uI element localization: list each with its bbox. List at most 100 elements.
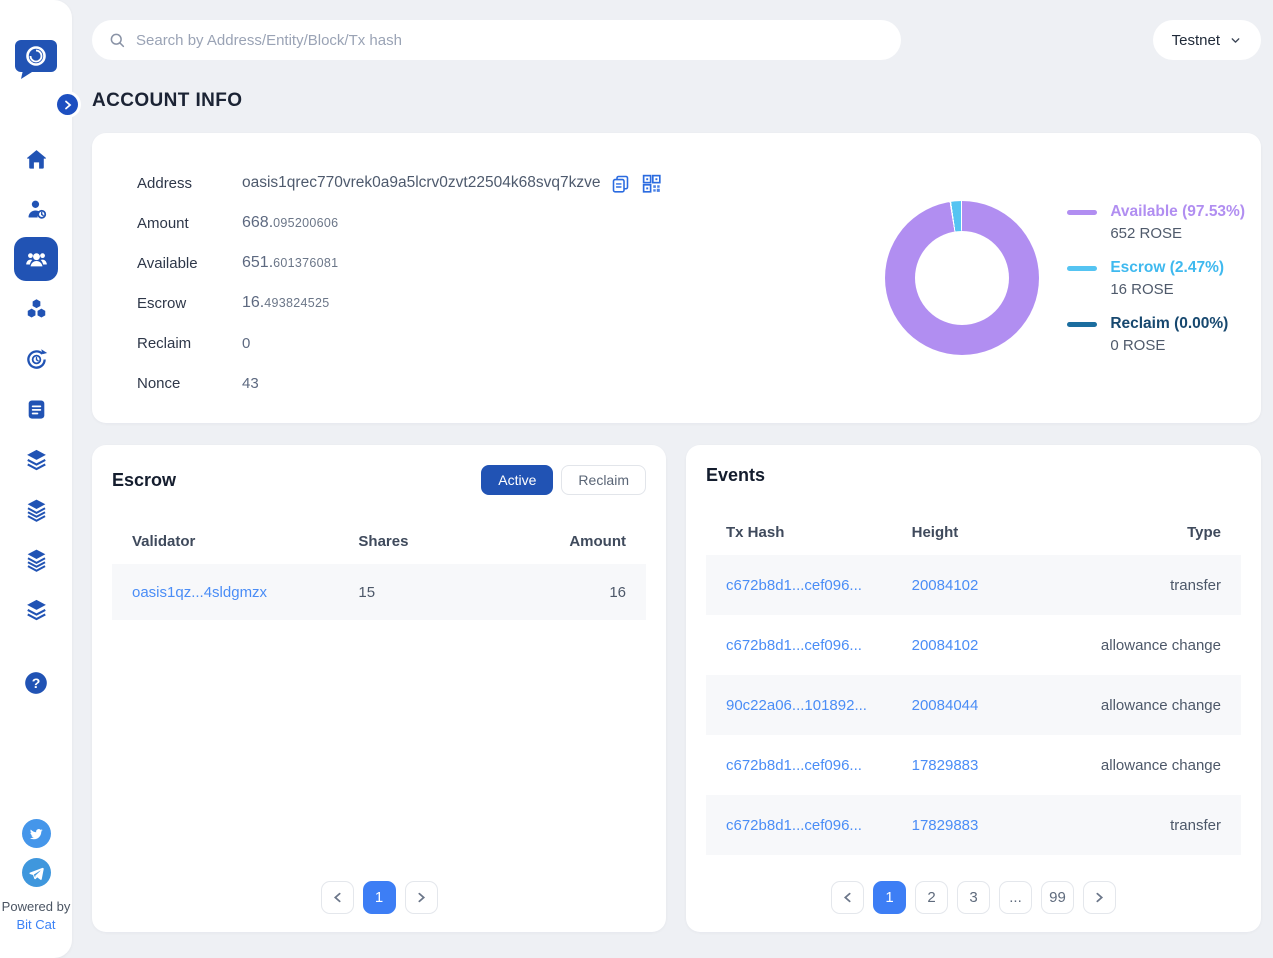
escrow-tabs: Active Reclaim (481, 465, 646, 495)
bitcat-link[interactable]: Bit Cat (16, 917, 56, 932)
tx-hash-link[interactable]: 90c22a06...101892... (726, 696, 867, 714)
sidebar-item-accounts[interactable] (14, 237, 58, 281)
sidebar-collapse-toggle[interactable] (57, 94, 78, 115)
sidebar-item-blocks[interactable] (14, 287, 58, 331)
next-page-button[interactable] (1083, 881, 1116, 914)
col-height: Height (911, 524, 959, 541)
sidebar-item-transactions[interactable] (14, 337, 58, 381)
tab-active[interactable]: Active (481, 465, 554, 495)
type-cell: allowance change (1100, 636, 1221, 654)
reclaim-row: Reclaim 0 (137, 323, 1261, 363)
amount-row: Amount 668.095200606 (137, 203, 1261, 243)
home-icon (26, 149, 46, 169)
legend-item: Escrow (2.47%) 16 ROSE (1067, 259, 1245, 298)
height-link[interactable]: 20084044 (911, 696, 979, 714)
telegram-button[interactable] (21, 858, 51, 887)
col-validator: Validator (132, 533, 196, 550)
page-button-2[interactable]: 2 (915, 881, 948, 914)
sidebar-item-paratime-emerald[interactable] (14, 437, 58, 481)
sidebar-nav (14, 137, 58, 631)
tx-hash-link[interactable]: c672b8d1...cef096... (726, 636, 862, 654)
search-box[interactable] (92, 20, 901, 60)
oasisscan-logo[interactable] (13, 38, 59, 80)
tab-reclaim[interactable]: Reclaim (561, 465, 646, 495)
page-button-1[interactable]: 1 (362, 881, 396, 914)
sidebar-item-proposals[interactable] (14, 387, 58, 431)
tx-hash-link[interactable]: c672b8d1...cef096... (726, 756, 862, 774)
legend-label: Available (97.53%) (1110, 202, 1245, 220)
page-button-1[interactable]: 1 (873, 881, 906, 914)
twitter-button[interactable] (21, 819, 51, 848)
legend-swatch (1067, 321, 1098, 327)
help-button[interactable]: ? (14, 661, 58, 705)
prev-page-button[interactable] (831, 881, 864, 914)
table-row: c672b8d1...cef096... 20084102 allowance … (706, 615, 1241, 675)
chevron-left-icon (843, 892, 851, 903)
tx-hash-link[interactable]: c672b8d1...cef096... (726, 576, 862, 594)
sidebar-item-paratime-cipher[interactable] (14, 537, 58, 581)
chevron-left-icon (333, 892, 341, 903)
sidebar-item-home[interactable] (14, 137, 58, 181)
legend-swatch (1067, 209, 1098, 215)
next-page-button[interactable] (404, 881, 438, 914)
sidebar-footer: Powered by Bit Cat (1, 809, 71, 932)
type-cell: transfer (1170, 576, 1221, 594)
table-row: 90c22a06...101892... 20084044 allowance … (706, 675, 1241, 735)
amount-label: Amount (137, 214, 189, 232)
legend-swatch (1067, 265, 1098, 271)
layers-icon (26, 599, 46, 620)
height-link[interactable]: 17829883 (911, 756, 979, 774)
col-shares: Shares (358, 533, 409, 550)
nonce-row: Nonce 43 (137, 363, 1261, 403)
transactions-cycle-icon (26, 348, 47, 369)
height-link[interactable]: 17829883 (911, 816, 979, 834)
telegram-icon (29, 867, 44, 880)
sidebar-item-validators[interactable] (14, 187, 58, 231)
shares-cell: 15 (358, 583, 376, 601)
col-amount: Amount (569, 533, 626, 550)
qrcode-icon[interactable] (641, 173, 662, 194)
network-selector-value: Testnet (1171, 31, 1220, 49)
main-content: Testnet ACCOUNT INFO Address oasis1qrec7… (92, 0, 1261, 932)
height-link[interactable]: 20084102 (911, 636, 979, 654)
copy-icon[interactable] (610, 173, 631, 194)
available-value: 651.601376081 (242, 254, 339, 271)
reclaim-label: Reclaim (137, 334, 192, 352)
type-cell: allowance change (1100, 756, 1221, 774)
available-label: Available (137, 254, 198, 272)
col-type: Type (1187, 524, 1221, 541)
height-link[interactable]: 20084102 (911, 576, 979, 594)
svg-text:?: ? (32, 675, 41, 691)
powered-by-text: Powered by (1, 899, 71, 914)
search-input[interactable] (136, 31, 885, 49)
events-table: Tx Hash Height Type c672b8d1...cef096...… (706, 510, 1241, 855)
events-panel: Events Tx Hash Height Type c672b8d1...ce… (686, 445, 1261, 932)
escrow-pagination: 1 (92, 881, 666, 914)
page-button-3[interactable]: 3 (957, 881, 990, 914)
network-selector[interactable]: Testnet (1152, 20, 1261, 60)
legend-label: Escrow (2.47%) (1110, 258, 1225, 276)
address-row: Address oasis1qrec770vrek0a9a5lcrv0zvt22… (137, 163, 1261, 203)
chevron-right-icon (417, 892, 425, 903)
sidebar-item-paratime-other[interactable] (14, 587, 58, 631)
legend-item: Reclaim (0.00%) 0 ROSE (1067, 315, 1245, 354)
page-button-99[interactable]: 99 (1041, 881, 1074, 914)
nonce-value: 43 (242, 374, 259, 392)
validator-icon (27, 200, 46, 219)
tx-hash-link[interactable]: c672b8d1...cef096... (726, 816, 862, 834)
chevron-down-icon (1231, 37, 1240, 43)
events-panel-title: Events (706, 465, 766, 485)
nonce-label: Nonce (137, 374, 181, 392)
account-info-card: Address oasis1qrec770vrek0a9a5lcrv0zvt22… (92, 133, 1261, 423)
help-icon: ? (25, 672, 47, 694)
table-row: c672b8d1...cef096... 17829883 transfer (706, 795, 1241, 855)
sidebar-item-paratime-sapphire[interactable] (14, 487, 58, 531)
prev-page-button[interactable] (320, 881, 354, 914)
page-ellipsis[interactable]: ... (999, 881, 1032, 914)
layers-icon (26, 449, 46, 470)
page-title: ACCOUNT INFO (92, 90, 243, 111)
validator-link[interactable]: oasis1qz...4sldgmzx (132, 583, 268, 601)
col-tx-hash: Tx Hash (726, 524, 785, 541)
legend-label: Reclaim (0.00%) (1110, 314, 1229, 332)
table-row: oasis1qz...4sldgmzx 15 16 (112, 564, 646, 620)
